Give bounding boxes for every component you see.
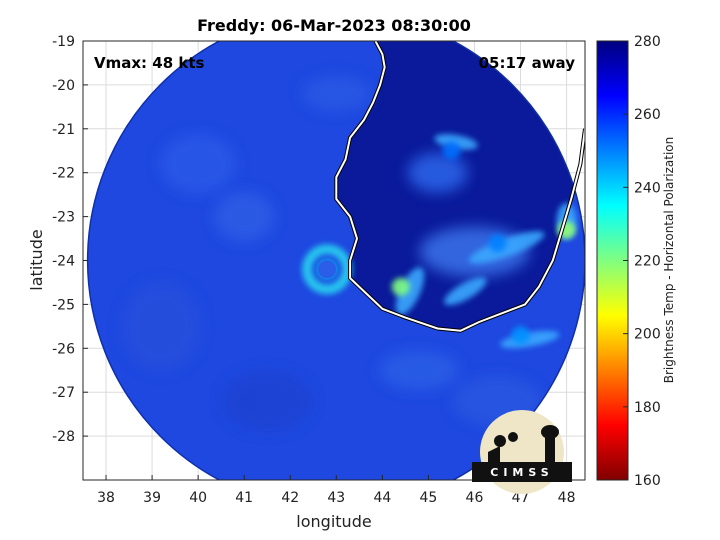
colorbar: [596, 40, 629, 481]
chart-title: Freddy: 06-Mar-2023 08:30:00: [197, 16, 471, 35]
cloud-texture: [379, 350, 460, 391]
cloud-texture: [222, 370, 313, 431]
x-tick-label: 44: [373, 490, 391, 506]
logo-banner: [472, 462, 572, 482]
x-tick-label: 39: [143, 490, 161, 506]
y-tick-label: -26: [52, 341, 75, 357]
cloud-texture: [214, 191, 275, 242]
colorbar-tick-label: 260: [634, 107, 661, 123]
colorbar-tick-label: 280: [634, 34, 661, 50]
tb-feature: [442, 141, 461, 160]
colorbar-tick-label: 220: [634, 254, 661, 270]
spiral-eye-band: [395, 267, 425, 316]
water-tower-icon: [545, 438, 555, 462]
x-tick-label: 42: [281, 490, 299, 506]
time-away-label: 05:17 away: [479, 54, 576, 72]
cloud-texture: [160, 133, 237, 194]
x-tick-label: 46: [466, 490, 484, 506]
logo-text: CIMSS: [490, 466, 553, 479]
vmax-label: Vmax: 48 kts: [94, 54, 204, 72]
tb-feature: [391, 277, 410, 296]
colorbar-label: Brightness Temp - Horizontal Polarizatio…: [662, 137, 676, 384]
colorbar-tick-label: 200: [634, 327, 661, 343]
cloud-texture: [121, 281, 202, 372]
y-tick-label: -27: [52, 385, 75, 401]
x-tick-label: 40: [189, 490, 207, 506]
coastline-line: [335, 41, 585, 332]
cimss-logo: CIMSS: [472, 410, 572, 494]
storm-eye: [318, 260, 337, 279]
x-tick-label: 48: [558, 490, 576, 506]
satellite-dish-icon: [508, 432, 518, 442]
tb-feature: [511, 326, 530, 345]
y-axis-label: latitude: [27, 229, 46, 290]
y-tick-label: -25: [52, 297, 75, 313]
satellite-dish-icon: [494, 435, 506, 447]
y-tick-label: -24: [52, 254, 75, 270]
cloud-texture: [301, 75, 372, 112]
water-tower-tank: [541, 425, 559, 439]
x-tick-label: 47: [512, 490, 530, 506]
y-tick-label: -19: [52, 34, 75, 50]
y-tick-label: -21: [52, 122, 75, 138]
spiral-rain-band: [468, 231, 545, 264]
spiral-rain-band: [500, 330, 560, 349]
colorbar-ticks: 160 180 200 220 240 260 280: [623, 34, 661, 489]
x-axis-label: longitude: [296, 512, 371, 531]
cloud-texture: [407, 152, 468, 193]
colorbar-tick-label: 160: [634, 473, 661, 489]
y-tick-label: -23: [52, 210, 75, 226]
y-tick-label: -20: [52, 78, 75, 94]
y-tick-label: -28: [52, 429, 75, 445]
logo-building-shape: [488, 446, 500, 462]
colorbar-tick-label: 240: [634, 180, 661, 196]
coastline: [334, 41, 585, 333]
x-tick-label: 45: [419, 490, 437, 506]
spiral-rain-band: [444, 277, 487, 306]
x-tick-label: 43: [327, 490, 345, 506]
y-tick-label: -22: [52, 166, 75, 182]
axis-ticks: 38 39 40 41 42 43 44 45 46 47 48 -19 -20 -21 -22 -23 -24…: [52, 34, 575, 506]
x-tick-label: 38: [97, 490, 115, 506]
colorbar-tick-label: 180: [634, 400, 661, 416]
tb-feature: [488, 233, 507, 252]
swath-image: [86, 41, 585, 480]
storm-eyewall: [302, 244, 353, 295]
x-tick-label: 41: [235, 490, 253, 506]
